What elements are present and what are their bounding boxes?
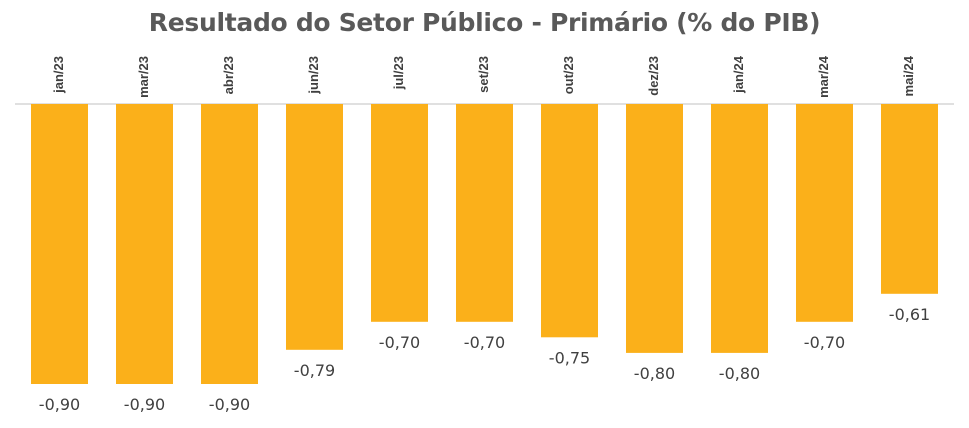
bars-group <box>31 104 938 384</box>
category-label: jun/23 <box>306 56 321 95</box>
chart-title: Resultado do Setor Público - Primário (%… <box>148 8 821 37</box>
bar-out-23 <box>541 104 598 338</box>
data-label: -0,90 <box>39 395 80 414</box>
category-label: out/23 <box>561 56 576 94</box>
data-label: -0,70 <box>379 333 420 352</box>
data-label: -0,61 <box>889 305 930 324</box>
category-label: abr/23 <box>221 56 236 94</box>
data-label: -0,75 <box>549 348 590 367</box>
bar-jul-23 <box>371 104 428 322</box>
category-label: set/23 <box>476 56 491 93</box>
data-label: -0,79 <box>294 361 335 380</box>
bar-mar-24 <box>796 104 853 322</box>
category-label: jul/23 <box>391 56 406 90</box>
category-label: mai/24 <box>901 55 916 96</box>
data-label: -0,90 <box>209 395 250 414</box>
category-label: mar/23 <box>136 56 151 98</box>
bar-mar-23 <box>116 104 173 384</box>
category-label: jan/24 <box>731 55 746 94</box>
bar-abr-23 <box>201 104 258 384</box>
category-labels-group: jan/23 mar/23 abr/23 jun/23 jul/23 set/23 out/… <box>51 55 916 98</box>
data-label: -0,80 <box>634 364 675 383</box>
category-label: jan/23 <box>51 56 66 94</box>
data-label: -0,70 <box>464 333 505 352</box>
data-label: -0,70 <box>804 333 845 352</box>
value-labels-group: -0,90 -0,90 -0,90 -0,79 -0,70 -0,70 -0,75 -0,80… <box>39 305 930 414</box>
bar-jan-23 <box>31 104 88 384</box>
category-label: mar/24 <box>816 55 831 98</box>
data-label: -0,80 <box>719 364 760 383</box>
bar-mai-24 <box>881 104 938 294</box>
bar-jun-23 <box>286 104 343 350</box>
bar-jan-24 <box>711 104 768 353</box>
category-label: dez/23 <box>646 56 661 96</box>
bar-set-23 <box>456 104 513 322</box>
data-label: -0,90 <box>124 395 165 414</box>
bar-dez-23 <box>626 104 683 353</box>
